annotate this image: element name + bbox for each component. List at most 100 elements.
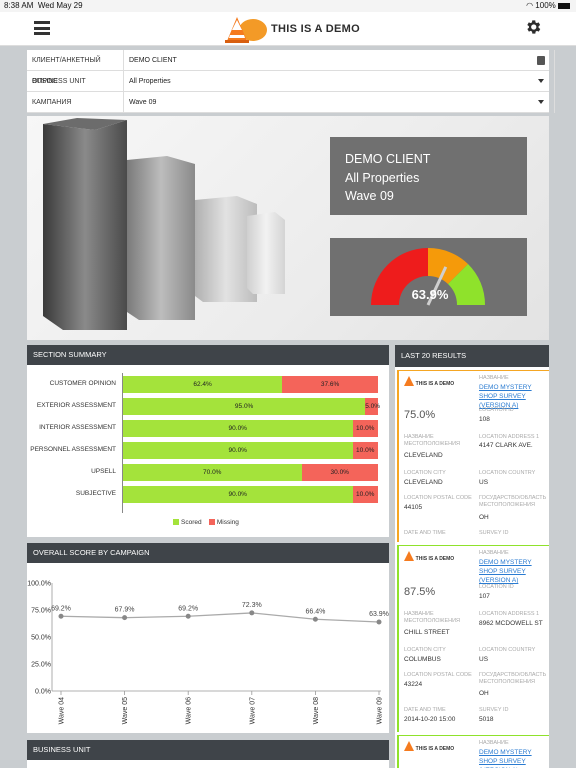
- overall-score-title: OVERALL SCORE BY CAMPAIGN: [27, 543, 389, 563]
- section-summary-legend: Scored Missing: [173, 519, 239, 526]
- section-row: EXTERIOR ASSESSMENT 95.0% 5.0%: [27, 395, 389, 417]
- stacked-bar: 95.0% 5.0%: [123, 398, 380, 415]
- app-logo: THIS IS A DEMO: [223, 15, 373, 43]
- x-tick-label: Wave 04: [59, 697, 66, 724]
- bar-segment-scored: 90.0%: [123, 420, 353, 437]
- filter-label: BUSINESS UNIT: [27, 71, 124, 92]
- survey-link[interactable]: DEMO MYSTERY SHOP SURVEY (VERSION A): [479, 384, 532, 409]
- filter-business-unit[interactable]: BUSINESS UNIT All Properties: [27, 71, 555, 92]
- campaign-select[interactable]: Wave 09: [124, 92, 555, 113]
- section-row-label: CUSTOMER OPINION: [49, 380, 116, 387]
- app-header: THIS IS A DEMO: [0, 12, 576, 46]
- hero-unit: All Properties: [345, 170, 420, 185]
- gauge-needle: [426, 266, 448, 306]
- x-tick-label: Wave 06: [186, 697, 193, 724]
- filter-action-icon[interactable]: [537, 56, 545, 65]
- card-logo-text: THIS IS A DEMO: [415, 556, 455, 562]
- state-label: ГОСУДАРСТВО/ОБЛАСТЬ МЕСТОПОЛОЖЕНИЯ: [479, 672, 547, 685]
- wifi-icon: ◠: [526, 1, 534, 10]
- location-name-value: CHILL STREET: [404, 629, 450, 636]
- status-time-date: 8:38 AM Wed May 29: [4, 1, 83, 10]
- data-point: [58, 613, 64, 619]
- data-point: [185, 613, 191, 619]
- series-line: [60, 612, 380, 623]
- traffic-cone-icon: [404, 376, 414, 386]
- stacked-bar: 62.4% 37.6%: [123, 376, 378, 393]
- section-row-label: INTERIOR ASSESSMENT: [39, 424, 116, 431]
- data-label: 66.4%: [305, 608, 325, 615]
- client-select[interactable]: DEMO CLIENT: [124, 50, 555, 71]
- legend-swatch-scored: [173, 519, 179, 525]
- card-score: 87.5%: [404, 586, 436, 598]
- gauge-box: 63.9%: [330, 238, 527, 316]
- location-name-label: НАЗВАНИЕ МЕСТОПОЛОЖЕНИЯ: [404, 611, 461, 624]
- last20-panel: LAST 20 RESULTS THIS IS A DEMO НАЗВАНИЕ …: [395, 345, 549, 768]
- postal-value: 43224: [404, 681, 423, 688]
- bar-segment-missing: 10.0%: [352, 420, 378, 437]
- survey-link[interactable]: DEMO MYSTERY SHOP SURVEY (VERSION A): [479, 749, 532, 768]
- filter-client-survey[interactable]: КЛИЕНТ/АНКЕТНЫЙ ОПРОС DEMO CLIENT: [27, 50, 555, 85]
- section-row-label: UPSELL: [91, 468, 116, 475]
- y-tick-label: 75.0%: [31, 608, 51, 615]
- card-logo-text: THIS IS A DEMO: [415, 746, 455, 752]
- hero-banner: DEMO CLIENT All Properties Wave 09 63.9%: [27, 116, 549, 340]
- hamburger-icon[interactable]: [34, 21, 50, 35]
- filter-panel: КЛИЕНТ/АНКЕТНЫЙ ОПРОС DEMO CLIENT BUSINE…: [27, 50, 555, 113]
- chevron-down-icon: [538, 100, 544, 104]
- section-summary-divider: [122, 373, 123, 513]
- business-unit-title: BUSINESS UNIT: [27, 740, 389, 760]
- postal-value: 44105: [404, 504, 423, 511]
- card-logo-text: THIS IS A DEMO: [415, 381, 455, 387]
- business-unit-panel: BUSINESS UNIT: [27, 740, 389, 768]
- state-value: OH: [479, 514, 489, 521]
- section-row-label: EXTERIOR ASSESSMENT: [36, 402, 116, 409]
- result-card[interactable]: THIS IS A DEMO НАЗВАНИЕ DEMO MYSTERY SHO…: [397, 545, 549, 732]
- survey-link[interactable]: DEMO MYSTERY SHOP SURVEY (VERSION A): [479, 559, 532, 584]
- business-unit-value: All Properties: [129, 78, 171, 85]
- y-tick-label: 100.0%: [27, 581, 51, 588]
- x-tick-label: Wave 05: [122, 697, 129, 724]
- section-row: CUSTOMER OPINION 62.4% 37.6%: [27, 373, 389, 395]
- postal-label: LOCATION POSTAL CODE: [404, 672, 472, 678]
- result-card[interactable]: THIS IS A DEMO НАЗВАНИЕ DEMO MYSTERY SHO…: [397, 735, 549, 768]
- filter-label: КАМПАНИЯ: [27, 92, 124, 113]
- country-label: LOCATION COUNTRY: [479, 647, 536, 653]
- campaign-value: Wave 09: [129, 99, 157, 106]
- gear-icon[interactable]: [524, 18, 542, 36]
- location-id-label: LOCATION ID: [479, 584, 514, 590]
- bar-segment-missing: 37.6%: [282, 376, 378, 393]
- filter-campaign[interactable]: КАМПАНИЯ Wave 09: [27, 92, 555, 113]
- bar-segment-scored: 90.0%: [123, 486, 353, 503]
- location-id-value: 107: [479, 593, 490, 600]
- hero-client: DEMO CLIENT: [345, 152, 431, 166]
- data-point: [249, 610, 255, 616]
- survey-id-label: SURVEY ID: [479, 707, 509, 713]
- battery-icon: [558, 3, 570, 9]
- result-card[interactable]: THIS IS A DEMO НАЗВАНИЕ DEMO MYSTERY SHO…: [397, 370, 549, 542]
- city-label: LOCATION CITY: [404, 647, 446, 653]
- score-gauge: 63.9%: [371, 247, 486, 306]
- data-label: 69.2%: [51, 605, 71, 612]
- data-label: 69.2%: [178, 605, 198, 612]
- x-tick-label: Wave 08: [313, 697, 320, 724]
- address-label: LOCATION ADDRESS 1: [479, 434, 540, 440]
- traffic-cone-icon: [404, 551, 414, 561]
- hero-summary-box: DEMO CLIENT All Properties Wave 09: [330, 137, 527, 215]
- battery-percent: 100%: [535, 1, 556, 10]
- card-logo: THIS IS A DEMO: [404, 551, 454, 562]
- overall-score-chart: 100.0% 75.0% 50.0% 25.0% 0.0% 69.2% Wave 04 67.…: [27, 581, 389, 725]
- section-row: INTERIOR ASSESSMENT 90.0% 10.0%: [27, 417, 389, 439]
- gauge-value: 63.9%: [412, 287, 449, 302]
- business-unit-select[interactable]: All Properties: [124, 71, 555, 92]
- legend-swatch-missing: [208, 519, 215, 525]
- stacked-bar: 90.0% 10.0%: [123, 442, 378, 459]
- address-value: 4147 CLARK AVE.: [479, 442, 533, 449]
- state-label: ГОСУДАРСТВО/ОБЛАСТЬ МЕСТОПОЛОЖЕНИЯ: [479, 495, 547, 508]
- country-value: US: [479, 479, 489, 486]
- location-name-label: НАЗВАНИЕ МЕСТОПОЛОЖЕНИЯ: [404, 434, 461, 447]
- location-name-value: CLEVELAND: [404, 452, 443, 459]
- section-row: SUBJECTIVE 90.0% 10.0%: [27, 483, 389, 505]
- datetime-label: DATE AND TIME: [404, 707, 446, 713]
- bar-segment-missing: 10.0%: [352, 486, 378, 503]
- y-tick-label: 0.0%: [35, 689, 51, 696]
